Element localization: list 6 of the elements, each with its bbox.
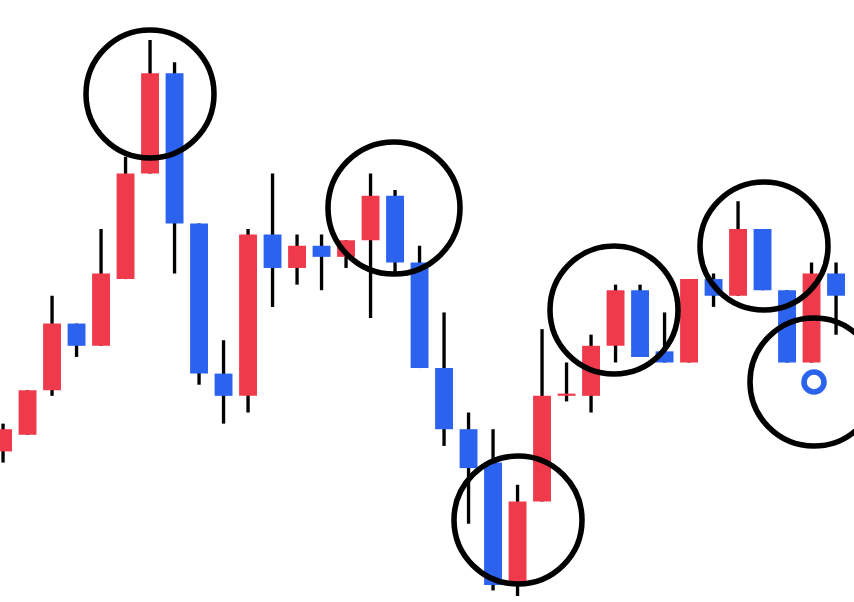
- candlestick: [18, 388, 37, 437]
- candlestick: [288, 232, 306, 287]
- candlestick: [263, 171, 282, 309]
- candlestick: [214, 338, 233, 426]
- candlestick: [67, 321, 86, 359]
- candlestick: [312, 232, 331, 292]
